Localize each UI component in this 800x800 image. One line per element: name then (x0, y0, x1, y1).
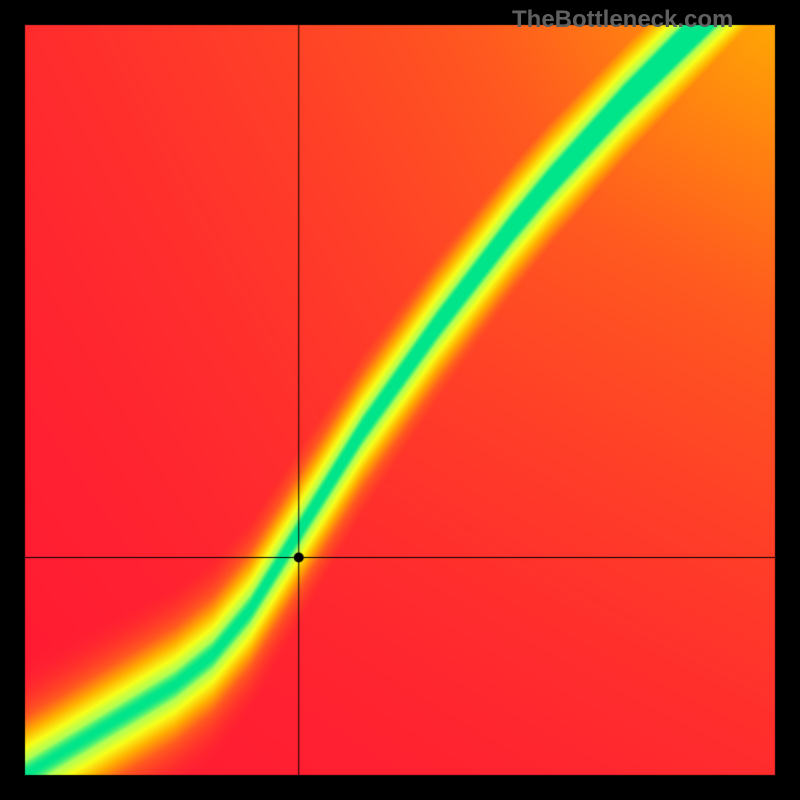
bottleneck-heatmap-canvas (0, 0, 800, 800)
chart-container: { "watermark": { "text": "TheBottleneck.… (0, 0, 800, 800)
watermark-text: TheBottleneck.com (512, 6, 733, 34)
